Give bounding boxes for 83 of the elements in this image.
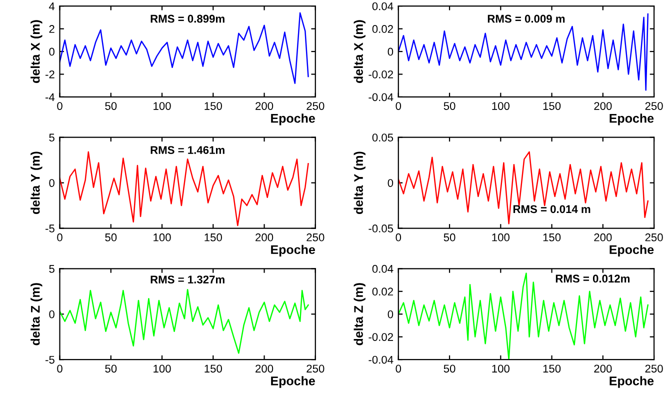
- x-tick-label: 0: [396, 364, 402, 373]
- line-series: [398, 272, 649, 360]
- y-tick-label: -2: [46, 70, 54, 78]
- y-tick-label: -0.04: [368, 356, 394, 364]
- x-tick-label: 150: [543, 102, 561, 110]
- y-tick-label: 5: [49, 265, 54, 273]
- annotation: RMS = 0.009 m: [488, 14, 565, 23]
- x-tick-label: 100: [492, 102, 510, 110]
- x-tick-label: 200: [256, 102, 274, 110]
- x-axis-title: Epoche: [610, 376, 654, 388]
- x-tick-label: 150: [543, 364, 561, 373]
- x-tick-label: 250: [306, 233, 324, 242]
- line-series: [60, 288, 309, 354]
- y-tick-label: 0.02: [372, 25, 393, 33]
- x-tick-label: 150: [204, 364, 222, 373]
- x-tick-label: 150: [543, 233, 561, 242]
- y-axis-title: delta Y (m): [354, 152, 366, 214]
- x-tick-label: 250: [645, 233, 663, 242]
- x-tick-label: 100: [154, 364, 171, 373]
- y-axis-title: delta Y (m): [30, 152, 42, 214]
- x-axis-title: Epoche: [610, 244, 654, 257]
- x-tick-label: 50: [105, 102, 117, 110]
- x-tick-label: 50: [444, 102, 456, 110]
- y-axis-title: delta X (m): [354, 20, 366, 83]
- y-tick-label: 0: [49, 48, 54, 56]
- x-tick-label: 0: [57, 102, 62, 110]
- x-tick-label: 100: [154, 102, 171, 110]
- x-tick-label: 50: [105, 233, 117, 242]
- y-tick-label: 0: [388, 48, 394, 56]
- y-tick-label: -0.02: [368, 333, 393, 341]
- y-axis-title: delta X (m): [30, 20, 42, 83]
- x-tick-label: 100: [154, 233, 171, 242]
- x-tick-label: 250: [306, 364, 324, 373]
- line-series: [398, 151, 649, 224]
- annotation: RMS = 0.899m: [150, 14, 224, 23]
- x-tick-label: 200: [594, 233, 612, 242]
- y-tick-label: 0.02: [372, 288, 393, 296]
- x-tick-label: 250: [645, 102, 663, 110]
- y-axis-title: delta Z (m): [30, 283, 42, 346]
- y-axis-title: delta Z (m): [354, 283, 366, 346]
- x-tick-label: 250: [306, 102, 324, 110]
- y-tick-label: 0: [388, 179, 394, 187]
- x-tick-label: 50: [444, 233, 456, 242]
- x-axis-title: Epoche: [271, 244, 315, 257]
- y-tick-label: -0.02: [368, 70, 393, 78]
- x-tick-label: 100: [492, 364, 510, 373]
- x-tick-label: 200: [256, 364, 274, 373]
- x-tick-label: 0: [57, 364, 62, 373]
- x-tick-label: 200: [594, 364, 612, 373]
- x-axis-title: Epoche: [271, 376, 315, 388]
- annotation: RMS = 1.461m: [150, 146, 224, 154]
- x-axis-title: Epoche: [271, 114, 315, 126]
- x-axis-title: Epoche: [610, 114, 654, 126]
- y-tick-label: 0.05: [372, 134, 394, 142]
- x-tick-label: 0: [396, 233, 402, 242]
- x-tick-label: 150: [204, 233, 222, 242]
- y-tick-label: 0: [49, 179, 54, 187]
- x-tick-label: 0: [57, 233, 62, 242]
- annotation: RMS = 0.014 m: [513, 205, 590, 214]
- y-tick-label: 0.04: [372, 2, 394, 10]
- y-tick-label: -4: [46, 93, 55, 101]
- x-tick-label: 0: [396, 102, 402, 110]
- y-tick-label: 0.04: [372, 264, 394, 273]
- x-tick-label: 150: [204, 102, 222, 110]
- line-series: [60, 12, 309, 84]
- y-tick-label: -5: [46, 224, 54, 232]
- y-tick-label: 0: [388, 310, 394, 318]
- annotation: RMS = 0.012m: [556, 274, 630, 283]
- x-tick-label: 200: [594, 102, 612, 110]
- x-tick-label: 100: [492, 233, 510, 242]
- y-tick-label: -5: [46, 356, 54, 364]
- y-tick-label: 0: [49, 310, 54, 318]
- x-tick-label: 50: [105, 364, 117, 373]
- line-series: [398, 13, 649, 91]
- y-tick-label: 5: [49, 134, 54, 142]
- y-tick-label: 2: [49, 25, 54, 33]
- y-tick-label: -0.05: [368, 224, 394, 232]
- x-tick-label: 250: [645, 364, 663, 373]
- annotation: RMS = 1.327m: [150, 276, 224, 284]
- y-tick-label: 4: [48, 2, 55, 10]
- x-tick-label: 200: [256, 233, 274, 242]
- x-tick-label: 50: [444, 364, 456, 373]
- y-tick-label: -0.04: [368, 93, 394, 102]
